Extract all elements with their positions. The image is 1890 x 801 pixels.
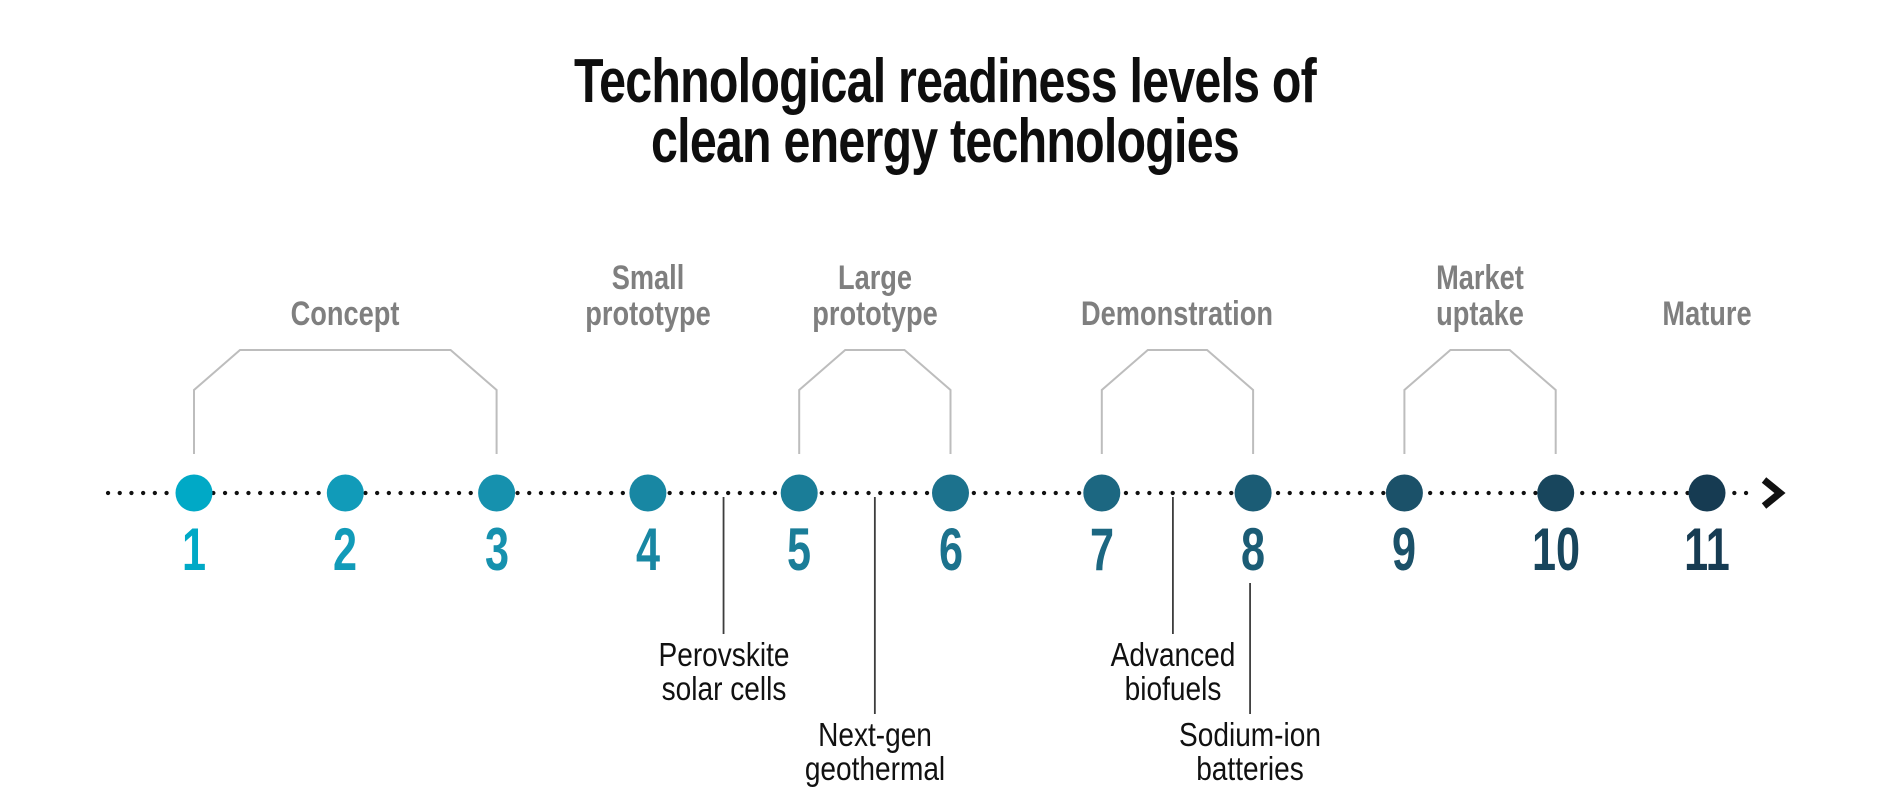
page-title: Technological readiness levels of clean … <box>0 47 1890 176</box>
stage-label-line: Mature <box>1662 295 1752 333</box>
level-number-6: 6 <box>938 516 963 583</box>
stage-label-line: Market <box>1436 259 1524 297</box>
annotation-perovskite-solar-cells: Perovskite solar cells <box>605 638 843 706</box>
stage-label-concept: Concept <box>209 296 481 332</box>
trl-dot-2 <box>326 474 364 512</box>
stage-label-line: Large <box>837 259 912 297</box>
stage-label-mature: Mature <box>1571 296 1843 332</box>
stage-bracket-concept <box>193 349 498 454</box>
level-number-7: 7 <box>1089 516 1114 583</box>
stage-label-line: prototype <box>812 295 938 333</box>
trl-dot-1 <box>175 474 213 512</box>
annotation-line: Perovskite <box>658 636 790 673</box>
annotation-line: geothermal <box>804 750 946 787</box>
trl-dot-3 <box>478 474 516 512</box>
trl-dot-11 <box>1688 474 1726 512</box>
annotation-sodium-ion-batteries: Sodium-ion batteries <box>1131 718 1369 786</box>
level-number-8: 8 <box>1241 516 1266 583</box>
stage-label-line: Concept <box>290 295 400 333</box>
annotation-line: solar cells <box>661 670 786 707</box>
level-number-4: 4 <box>635 516 660 583</box>
level-number-9: 9 <box>1392 516 1417 583</box>
trl-dot-4 <box>629 474 667 512</box>
level-number-3: 3 <box>484 516 509 583</box>
stage-bracket-demonstration <box>1100 349 1255 454</box>
page-title-line-2: clean energy technologies <box>651 107 1240 176</box>
stage-label-line: Demonstration <box>1081 295 1274 333</box>
level-number-10: 10 <box>1531 516 1580 583</box>
trl-dot-6 <box>932 474 969 512</box>
stage-bracket-market-uptake <box>1403 349 1557 454</box>
timeline-arrow-icon <box>1761 477 1786 509</box>
annotation-advanced-biofuels: Advanced biofuels <box>1054 638 1292 706</box>
stage-label-large-prototype: Large prototype <box>739 260 1011 332</box>
level-number-5: 5 <box>787 516 812 583</box>
trl-dot-5 <box>780 474 818 512</box>
trl-dot-9 <box>1385 474 1423 512</box>
annotation-line: Next-gen <box>817 716 932 753</box>
trl-dot-10 <box>1537 474 1575 512</box>
level-number-1: 1 <box>181 516 207 583</box>
page-title-line-1: Technological readiness levels of <box>573 47 1317 116</box>
annotation-line: Sodium-ion <box>1179 716 1321 753</box>
annotation-line: Advanced <box>1110 636 1236 673</box>
annotation-line: batteries <box>1196 750 1304 787</box>
stage-label-demonstration: Demonstration <box>1041 296 1313 332</box>
stage-bracket-large-prototype <box>798 349 952 454</box>
annotation-line: biofuels <box>1124 670 1222 707</box>
level-number-2: 2 <box>333 516 358 583</box>
level-number-11: 11 <box>1684 516 1730 583</box>
trl-dot-7 <box>1083 474 1121 512</box>
annotation-next-gen-geothermal: Next-gen geothermal <box>756 718 994 786</box>
trl-dot-8 <box>1234 474 1272 512</box>
